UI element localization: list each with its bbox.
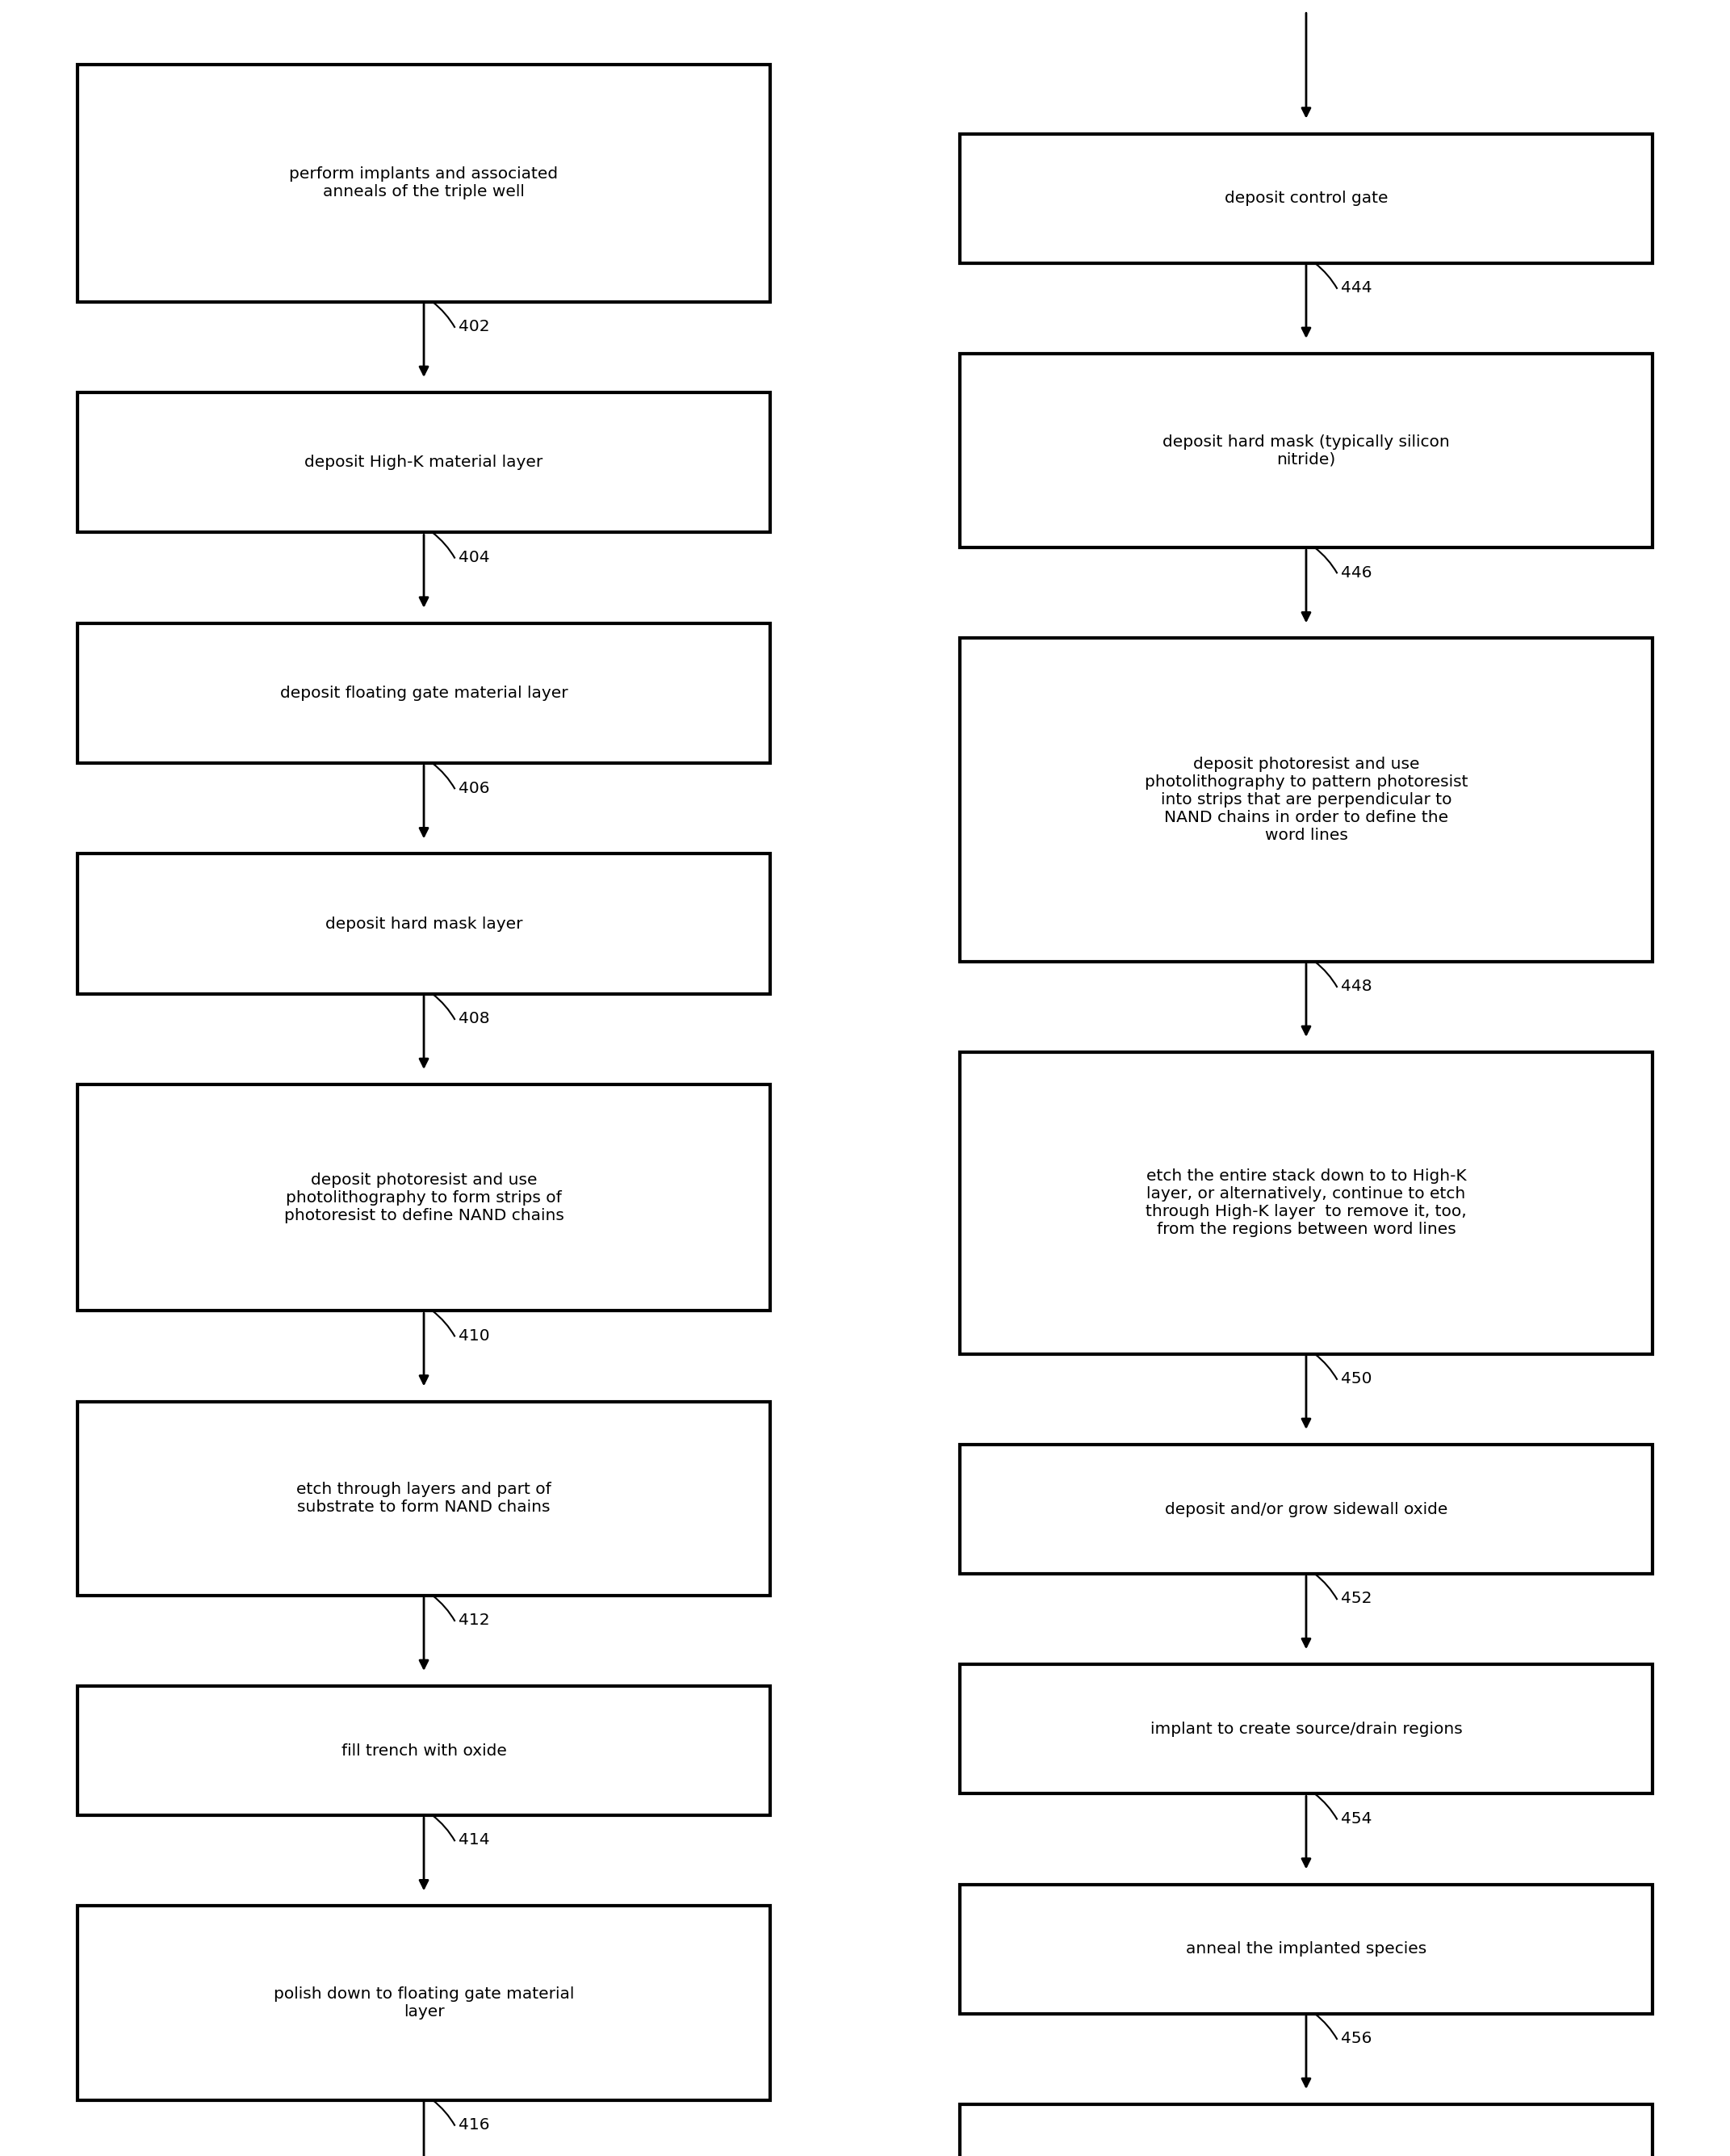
Text: 454: 454	[1341, 1811, 1372, 1826]
FancyBboxPatch shape	[960, 1445, 1652, 1574]
Text: deposit hard mask layer: deposit hard mask layer	[325, 916, 522, 931]
FancyBboxPatch shape	[78, 1686, 770, 1815]
FancyBboxPatch shape	[960, 1884, 1652, 2014]
Text: 408: 408	[458, 1011, 490, 1026]
FancyBboxPatch shape	[78, 65, 770, 302]
Text: deposit High-K material layer: deposit High-K material layer	[304, 455, 543, 470]
FancyBboxPatch shape	[960, 354, 1652, 548]
FancyBboxPatch shape	[78, 1084, 770, 1311]
Text: 414: 414	[458, 1833, 490, 1848]
FancyBboxPatch shape	[78, 1906, 770, 2100]
FancyBboxPatch shape	[78, 854, 770, 994]
Text: fill trench with oxide: fill trench with oxide	[341, 1742, 507, 1759]
Text: 444: 444	[1341, 280, 1372, 295]
Text: 452: 452	[1341, 1591, 1372, 1606]
Text: 410: 410	[458, 1328, 490, 1343]
Text: etch the entire stack down to to High-K
layer, or alternatively, continue to etc: etch the entire stack down to to High-K …	[1145, 1169, 1467, 1238]
FancyBboxPatch shape	[960, 1664, 1652, 1794]
Text: 416: 416	[458, 2117, 490, 2132]
Text: deposit control gate: deposit control gate	[1225, 190, 1387, 207]
FancyBboxPatch shape	[960, 1052, 1652, 1354]
Text: deposit floating gate material layer: deposit floating gate material layer	[280, 686, 567, 701]
Text: deposit photoresist and use
photolithography to form strips of
photoresist to de: deposit photoresist and use photolithogr…	[284, 1173, 564, 1222]
Text: perform implants and associated
anneals of the triple well: perform implants and associated anneals …	[289, 166, 559, 201]
FancyBboxPatch shape	[960, 2104, 1652, 2156]
Text: 412: 412	[458, 1613, 490, 1628]
Text: deposit and/or grow sidewall oxide: deposit and/or grow sidewall oxide	[1164, 1501, 1448, 1518]
Text: 404: 404	[458, 550, 490, 565]
FancyBboxPatch shape	[78, 1401, 770, 1595]
Text: 406: 406	[458, 780, 490, 796]
Text: polish down to floating gate material
layer: polish down to floating gate material la…	[273, 1986, 574, 2020]
Text: implant to create source/drain regions: implant to create source/drain regions	[1150, 1720, 1462, 1738]
Text: 402: 402	[458, 319, 490, 334]
FancyBboxPatch shape	[960, 134, 1652, 263]
FancyBboxPatch shape	[78, 392, 770, 533]
Text: 456: 456	[1341, 2031, 1372, 2046]
Text: anneal the implanted species: anneal the implanted species	[1185, 1940, 1427, 1958]
FancyBboxPatch shape	[78, 623, 770, 763]
Text: deposit hard mask (typically silicon
nitride): deposit hard mask (typically silicon nit…	[1163, 433, 1450, 468]
Text: 448: 448	[1341, 979, 1372, 994]
Text: 446: 446	[1341, 565, 1372, 580]
Text: deposit photoresist and use
photolithography to pattern photoresist
into strips : deposit photoresist and use photolithogr…	[1145, 757, 1467, 843]
Text: 450: 450	[1341, 1371, 1372, 1386]
Text: etch through layers and part of
substrate to form NAND chains: etch through layers and part of substrat…	[296, 1481, 552, 1516]
FancyBboxPatch shape	[960, 638, 1652, 962]
